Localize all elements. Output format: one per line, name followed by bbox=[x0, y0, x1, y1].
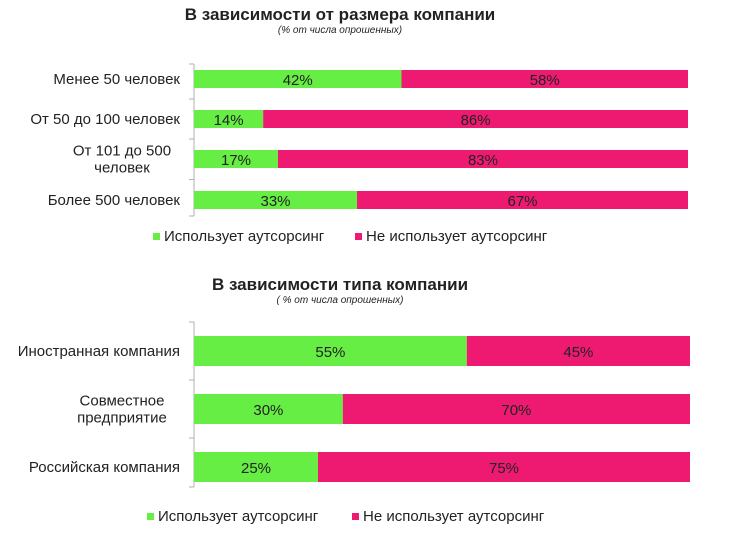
chart1-title: В зависимости от размера компании bbox=[184, 5, 496, 24]
data-label: 14% bbox=[214, 112, 244, 129]
legend-swatch bbox=[153, 233, 160, 240]
legend-label: Не использует аутсорсинг bbox=[363, 508, 545, 525]
data-label: 86% bbox=[461, 112, 491, 129]
bar-segment-not-uses bbox=[263, 110, 688, 128]
category-label: Совместное bbox=[80, 393, 165, 410]
data-label: 67% bbox=[507, 193, 537, 210]
legend-swatch bbox=[355, 233, 362, 240]
bar-segment-not-uses bbox=[342, 394, 690, 424]
category-label: Российская компания bbox=[29, 459, 180, 476]
category-label: От 101 до 500 bbox=[73, 143, 171, 160]
category-label: Иностранная компания bbox=[18, 343, 180, 360]
data-label: 25% bbox=[241, 460, 271, 477]
data-label: 30% bbox=[253, 402, 283, 419]
data-label: 45% bbox=[563, 344, 593, 361]
bar-segment-uses bbox=[194, 452, 318, 482]
category-label: человек bbox=[94, 160, 150, 177]
chart1-subtitle: (% от числа опрошенных) bbox=[277, 25, 403, 36]
legend-label: Использует аутсорсинг bbox=[158, 508, 319, 525]
chart2-title: В зависимости типа компании bbox=[211, 275, 469, 294]
data-label: 55% bbox=[315, 344, 345, 361]
category-label: От 50 до 100 человек bbox=[30, 111, 180, 128]
data-label: 58% bbox=[530, 72, 560, 89]
legend-label: Не использует аутсорсинг bbox=[366, 228, 548, 245]
bar-segment-not-uses bbox=[357, 191, 688, 209]
data-label: 17% bbox=[221, 152, 251, 169]
bar-segment-uses bbox=[194, 110, 264, 128]
chart2-subtitle: ( % от числа опрошенных) bbox=[276, 295, 404, 306]
bar-segment-uses bbox=[194, 191, 358, 209]
bar-segment-not-uses bbox=[318, 452, 690, 482]
legend-swatch bbox=[352, 513, 359, 520]
category-label: Более 500 человек bbox=[48, 192, 181, 209]
data-label: 83% bbox=[468, 152, 498, 169]
bar-segment-not-uses bbox=[466, 336, 690, 366]
data-label: 70% bbox=[501, 402, 531, 419]
data-label: 33% bbox=[260, 193, 290, 210]
legend-swatch bbox=[147, 513, 154, 520]
bar-segment-uses bbox=[194, 150, 278, 168]
bar-segment-uses bbox=[194, 394, 343, 424]
category-label: Менее 50 человек bbox=[53, 71, 180, 88]
bar-segment-uses bbox=[194, 336, 467, 366]
bar-segment-not-uses bbox=[277, 150, 688, 168]
data-label: 42% bbox=[283, 72, 313, 89]
data-label: 75% bbox=[489, 460, 519, 477]
bar-segment-uses bbox=[194, 70, 402, 88]
bar-segment-not-uses bbox=[401, 70, 688, 88]
legend-label: Использует аутсорсинг bbox=[164, 228, 325, 245]
category-label: предприятие bbox=[77, 410, 167, 427]
